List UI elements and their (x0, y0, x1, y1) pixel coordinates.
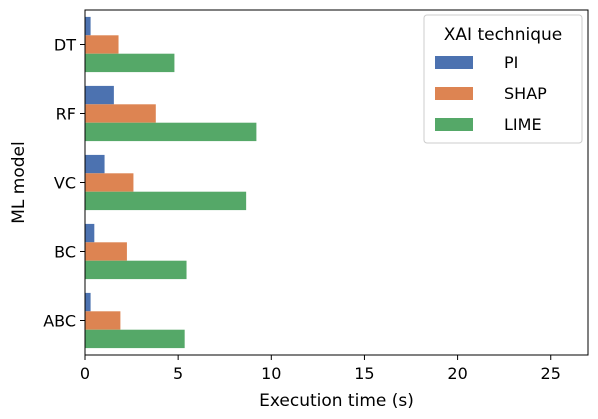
legend-swatch-shap (435, 87, 473, 100)
x-tick-label: 0 (80, 364, 90, 383)
bar-vc-shap (85, 173, 134, 192)
bar-vc-lime (85, 191, 247, 211)
x-tick-label: 15 (354, 364, 374, 383)
bar-dt-lime (85, 53, 175, 73)
y-tick-label-dt: DT (54, 36, 76, 55)
bar-abc-shap (85, 311, 121, 330)
bar-abc-pi (85, 292, 91, 312)
bar-rf-shap (85, 104, 156, 123)
x-tick-label: 5 (173, 364, 183, 383)
x-axis-label: Execution time (s) (259, 391, 414, 411)
legend-swatch-lime (435, 118, 473, 131)
bar-dt-pi (85, 16, 91, 36)
y-axis-ticks: DT RF VC BC ABC (43, 36, 85, 331)
x-tick-label: 10 (261, 364, 281, 383)
bars-group (85, 16, 257, 349)
legend-label-lime: LIME (504, 115, 542, 134)
bar-bc-pi (85, 223, 95, 243)
bar-bc-shap (85, 242, 127, 261)
bar-rf-pi (85, 85, 114, 105)
legend: XAI technique PI SHAP LIME (423, 14, 583, 144)
y-tick-label-vc: VC (54, 174, 76, 193)
x-axis-ticks: 0 5 10 15 20 25 (80, 355, 561, 383)
x-tick-label: 25 (541, 364, 561, 383)
legend-label-shap: SHAP (504, 84, 547, 103)
y-tick-label-bc: BC (54, 243, 76, 262)
legend-label-pi: PI (504, 53, 518, 72)
bar-vc-pi (85, 154, 105, 174)
x-tick-label: 20 (447, 364, 467, 383)
y-axis-label: ML model (9, 141, 29, 223)
bar-bc-lime (85, 260, 187, 280)
y-tick-label-rf: RF (56, 105, 76, 124)
legend-title: XAI technique (444, 25, 562, 45)
legend-box (423, 14, 583, 144)
bar-rf-lime (85, 122, 257, 142)
y-tick-label-abc: ABC (43, 312, 76, 331)
bar-dt-shap (85, 35, 119, 54)
bar-abc-lime (85, 329, 185, 349)
legend-swatch-pi (435, 56, 473, 69)
